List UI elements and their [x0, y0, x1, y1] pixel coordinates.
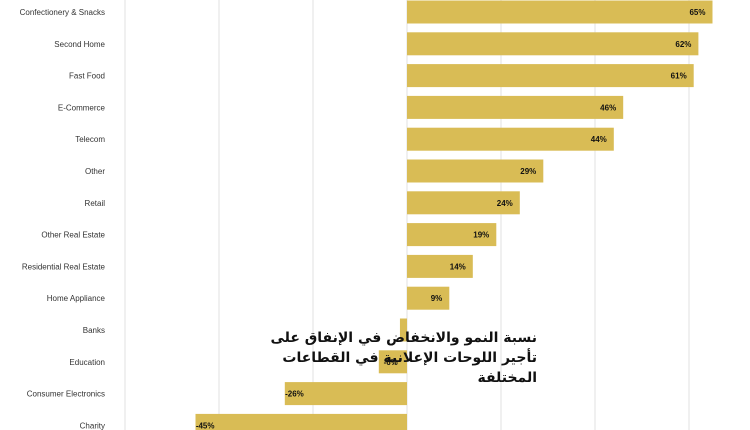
bar-value-label: 24% — [497, 199, 513, 208]
bar — [195, 413, 407, 430]
bar — [407, 286, 450, 310]
bar-value-label: 61% — [671, 72, 687, 81]
bar-value-label: 44% — [591, 135, 607, 144]
category-label: Banks — [83, 326, 105, 335]
category-label: E-Commerce — [58, 103, 106, 112]
bar — [407, 254, 473, 278]
category-label: Second Home — [54, 40, 105, 49]
bar-value-label: 19% — [473, 231, 489, 240]
category-label: Fast Food — [69, 72, 105, 81]
chart-title-line-3: المختلفة — [477, 370, 537, 386]
category-label: Confectionery & Snacks — [20, 8, 105, 17]
bar — [399, 318, 407, 342]
bar — [407, 0, 713, 24]
bar-value-label: 62% — [675, 40, 691, 49]
bar — [407, 223, 497, 247]
bar-value-label: 29% — [520, 167, 536, 176]
category-label: Home Appliance — [47, 294, 106, 303]
category-label: Telecom — [75, 135, 105, 144]
bar-value-label: -45% — [196, 421, 215, 430]
bar-value-label: -6% — [384, 358, 398, 367]
bar-value-label: 9% — [431, 294, 443, 303]
category-label: Charity — [80, 421, 105, 430]
bar — [407, 64, 694, 88]
bar — [407, 127, 614, 151]
bar — [378, 350, 407, 374]
category-label: Other Real Estate — [41, 231, 105, 240]
category-label: Consumer Electronics — [27, 390, 105, 399]
bar — [407, 159, 544, 183]
bar — [407, 191, 520, 215]
chart-title-line-2: تأجير اللوحات الإعلانية في القطاعات — [282, 350, 537, 366]
bar-value-label: 46% — [600, 103, 616, 112]
bar-value-label: 14% — [450, 262, 466, 271]
bar — [407, 32, 699, 56]
bar-value-label: -26% — [285, 390, 304, 399]
category-label: Retail — [85, 199, 106, 208]
bar — [407, 95, 624, 119]
category-label: Residential Real Estate — [22, 262, 106, 271]
chart-title-line-1: نسبة النمو والانخفاض في الإنفاق على — [270, 330, 537, 346]
chart-title: نسبة النمو والانخفاض في الإنفاق على تأجي… — [270, 328, 537, 388]
category-label: Education — [69, 358, 105, 367]
category-label: Other — [85, 167, 105, 176]
bar — [284, 382, 407, 406]
bar-value-label: 65% — [689, 8, 705, 17]
